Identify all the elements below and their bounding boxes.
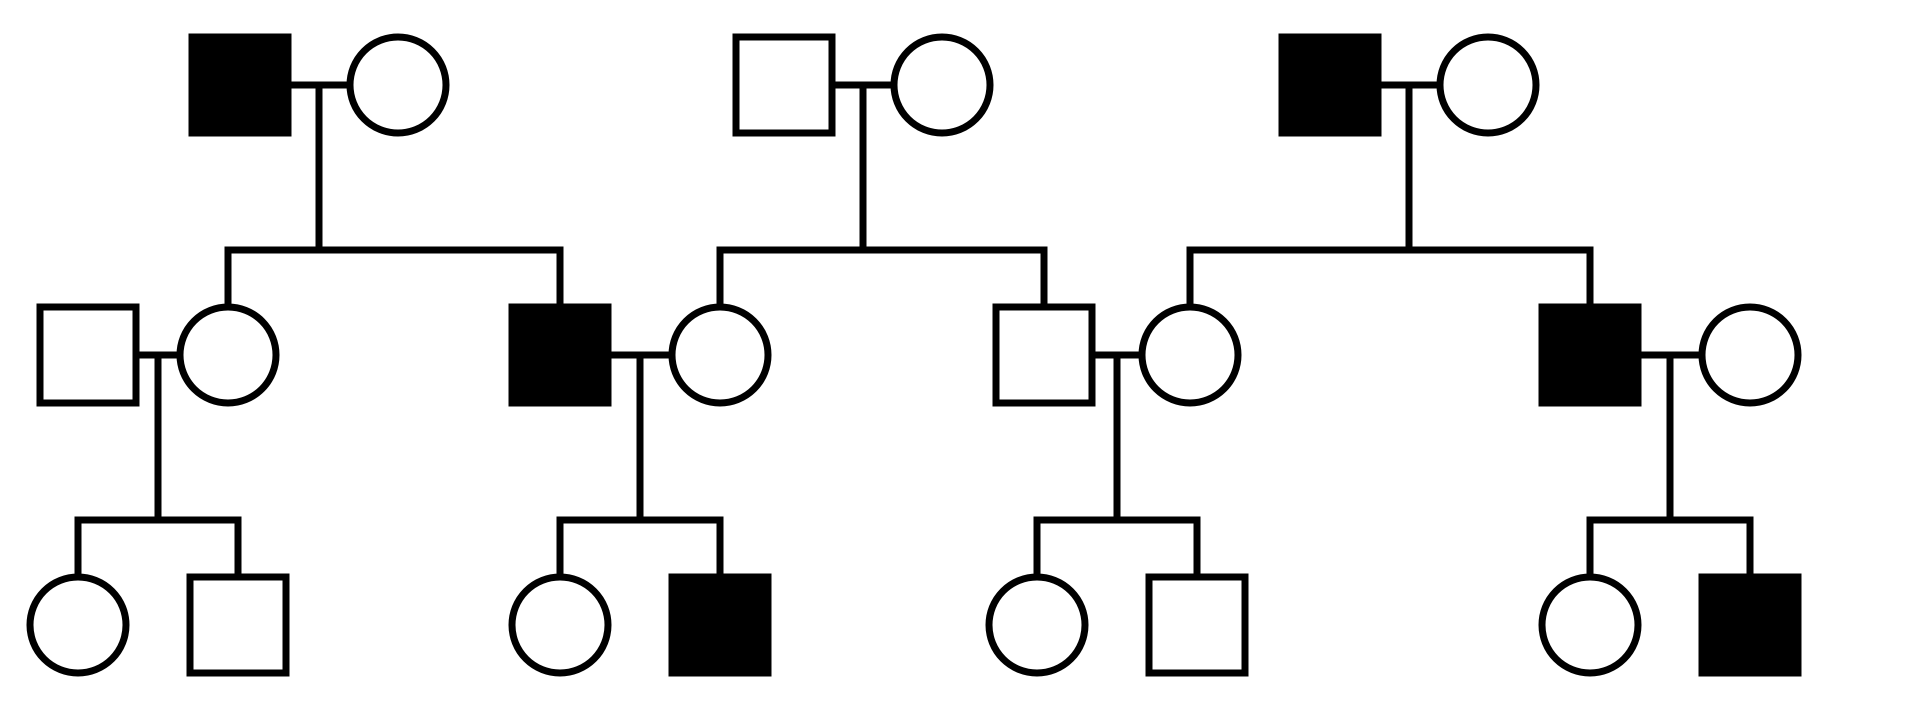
male-affected-icon (512, 307, 608, 403)
male-affected-icon (1282, 37, 1378, 133)
male-affected-icon (1702, 577, 1798, 673)
male-unaffected-icon (736, 37, 832, 133)
female-unaffected-icon (989, 577, 1085, 673)
female-unaffected-icon (512, 577, 608, 673)
female-unaffected-icon (30, 577, 126, 673)
female-unaffected-icon (1142, 307, 1238, 403)
female-unaffected-icon (1702, 307, 1798, 403)
female-unaffected-icon (894, 37, 990, 133)
male-affected-icon (192, 37, 288, 133)
male-unaffected-icon (1149, 577, 1245, 673)
female-unaffected-icon (350, 37, 446, 133)
female-unaffected-icon (672, 307, 768, 403)
female-unaffected-icon (1440, 37, 1536, 133)
male-affected-icon (672, 577, 768, 673)
male-unaffected-icon (190, 577, 286, 673)
female-unaffected-icon (180, 307, 276, 403)
pedigree-diagram (0, 0, 1917, 709)
male-affected-icon (1542, 307, 1638, 403)
female-unaffected-icon (1542, 577, 1638, 673)
male-unaffected-icon (40, 307, 136, 403)
male-unaffected-icon (996, 307, 1092, 403)
